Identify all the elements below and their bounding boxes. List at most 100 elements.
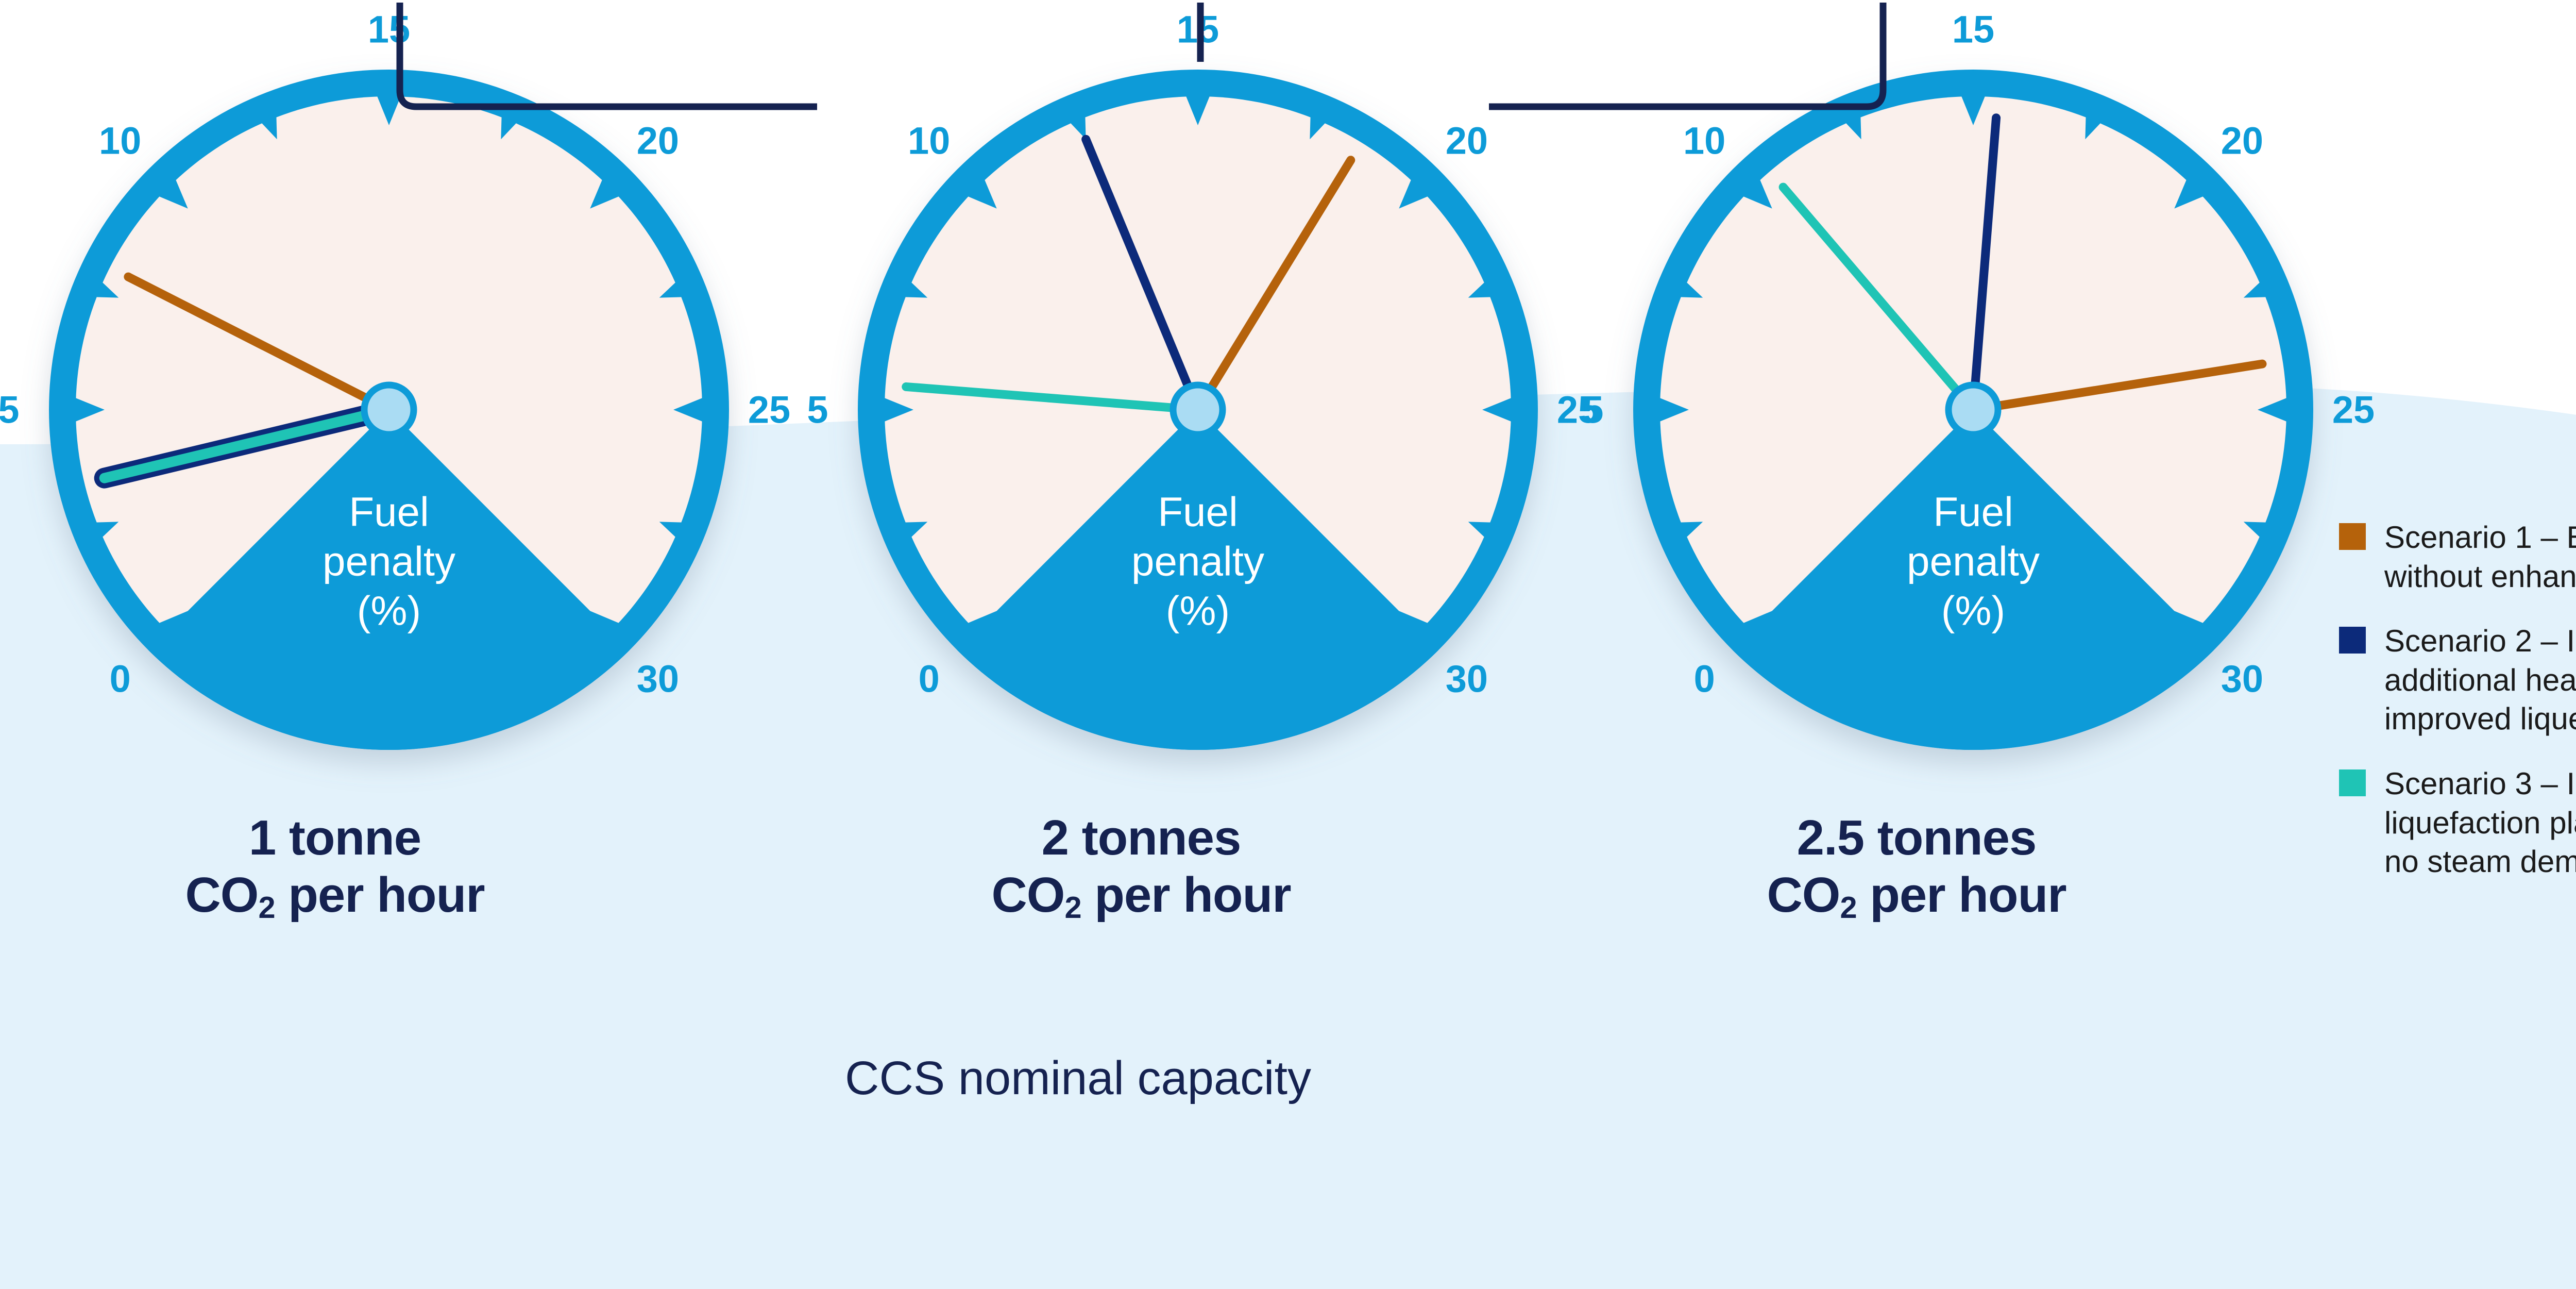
gauge-minor-tick bbox=[1070, 116, 1086, 140]
gauge-minor-tick bbox=[2243, 281, 2267, 298]
gauge-major-tick bbox=[1482, 397, 1512, 422]
gauge-minor-tick bbox=[1468, 281, 1492, 298]
gauge-bottom-wedge bbox=[148, 410, 630, 750]
legend-label-scenario-2: Scenario 2 – Integration ofadditional he… bbox=[2384, 622, 2576, 739]
co2-pre: CO bbox=[185, 867, 259, 923]
legend-swatch-scenario-1 bbox=[2339, 523, 2366, 550]
legend-label-line: without enhancements bbox=[2384, 559, 2576, 594]
gauge-minor-tick bbox=[1680, 281, 1703, 298]
gauge-3-caption-line2: CO2 per hour bbox=[1736, 866, 2097, 924]
gauge-tick-label-15: 15 bbox=[1952, 8, 1994, 51]
legend-label-line: improved liquefaction plant bbox=[2384, 701, 2576, 736]
legend-label-line: no steam demand bbox=[2384, 844, 2576, 879]
gauge-needle-scenario-1 bbox=[1193, 156, 1355, 414]
gauge-major-tick bbox=[377, 95, 401, 125]
gauge-minor-tick bbox=[501, 116, 517, 140]
gauge-major-tick bbox=[1742, 611, 1772, 641]
gauge-bottom-wedge bbox=[957, 410, 1438, 750]
co2-post: per hour bbox=[1856, 867, 2066, 923]
gauge-tick-label-0: 0 bbox=[110, 657, 131, 700]
gauge-dial-caption-line: (%) bbox=[1166, 588, 1230, 634]
legend-swatch-scenario-2 bbox=[2339, 627, 2366, 654]
gauge-major-tick bbox=[967, 611, 997, 641]
gauge-bottom-wedge bbox=[1733, 410, 2214, 750]
gauge-tick-label-10: 10 bbox=[1683, 120, 1725, 162]
gauge-3: 0 5 10 15 20 25 30 Fuel penalty (%) bbox=[1582, 8, 2375, 760]
gauge-major-tick bbox=[75, 397, 105, 422]
co2-sub: 2 bbox=[258, 890, 275, 925]
co2-post: per hour bbox=[1081, 867, 1291, 923]
co2-post: per hour bbox=[275, 867, 485, 923]
gauge-minor-tick bbox=[904, 281, 928, 298]
gauge-dial-caption-line: penalty bbox=[1907, 539, 2040, 584]
gauge-tick-label-25: 25 bbox=[2332, 389, 2375, 431]
gauge-tick-label-0: 0 bbox=[1694, 657, 1715, 700]
gauge-needle-scenario-2 bbox=[1969, 113, 2001, 414]
gauge-needle-scenario-2 bbox=[1081, 135, 1202, 414]
gauge-3-caption: 2.5 tonnes CO2 per hour bbox=[1736, 809, 2097, 925]
gauge-tick-label-20: 20 bbox=[2221, 120, 2263, 162]
gauge-tick-label-25: 25 bbox=[748, 389, 790, 431]
gauge-hub bbox=[1945, 381, 2002, 438]
co2-pre: CO bbox=[991, 867, 1065, 923]
gauge-dial-caption-line: penalty bbox=[323, 539, 455, 584]
gauge-dial-caption-line: Fuel bbox=[1933, 489, 2013, 535]
gauge-minor-tick bbox=[1468, 522, 1492, 538]
gauge-1: 0 5 10 15 20 25 30 Fuel penalty (%) bbox=[0, 8, 791, 760]
gauge-2: 0 5 10 15 20 25 30 Fuel penalty (%) bbox=[807, 8, 1600, 760]
legend-label-line: Scenario 2 – Integration of bbox=[2384, 624, 2576, 659]
gauge-needle-scenario-3 bbox=[902, 382, 1202, 414]
legend-label-scenario-1: Scenario 1 – Basic scenario without enhan… bbox=[2384, 518, 2576, 596]
gauge-major-tick bbox=[158, 611, 188, 641]
gauge-major-tick bbox=[1185, 95, 1210, 125]
gauge-tick-label-5: 5 bbox=[807, 389, 828, 431]
gauge-dial-caption-line: Fuel bbox=[1158, 489, 1238, 535]
gauge-tick-label-30: 30 bbox=[2221, 657, 2263, 700]
gauge-tick-label-25: 25 bbox=[1557, 389, 1599, 431]
gauge-hub bbox=[1170, 381, 1226, 438]
gauge-1-caption-line2: CO2 per hour bbox=[155, 866, 515, 924]
gauge-major-tick bbox=[673, 397, 703, 422]
gauge-minor-tick bbox=[95, 281, 119, 298]
gauge-needle-scenario-3 bbox=[1778, 182, 1978, 414]
gauge-tick-label-5: 5 bbox=[0, 389, 20, 431]
gauge-tick-label-5: 5 bbox=[1582, 389, 1603, 431]
gauge-major-tick bbox=[1399, 611, 1429, 641]
legend-label-line: Scenario 1 – Basic scenario bbox=[2384, 520, 2576, 555]
gauge-minor-tick bbox=[2085, 116, 2102, 140]
gauge-tick-label-30: 30 bbox=[637, 657, 679, 700]
gauge-1-caption: 1 tonne CO2 per hour bbox=[155, 809, 515, 925]
legend-item-scenario-2: Scenario 2 – Integration ofadditional he… bbox=[2339, 622, 2576, 739]
gauge-dial-caption-line: penalty bbox=[1131, 539, 1264, 584]
gauge-major-tick bbox=[1399, 179, 1429, 209]
gauge-major-tick bbox=[1742, 179, 1772, 209]
legend-item-scenario-3: Scenario 3 – Improved liquefaction plant … bbox=[2339, 764, 2576, 881]
gauge-tick-label-20: 20 bbox=[1446, 120, 1488, 162]
co2-pre: CO bbox=[1767, 867, 1840, 923]
gauge-minor-tick bbox=[95, 522, 119, 538]
gauge-2-caption-line2: CO2 per hour bbox=[961, 866, 1321, 924]
gauge-major-tick bbox=[2258, 397, 2287, 422]
bracket-left-arm bbox=[396, 3, 817, 110]
legend-label-scenario-3: Scenario 3 – Improved liquefaction plant … bbox=[2384, 764, 2576, 881]
gauge-needle-scenario-3 bbox=[99, 405, 394, 483]
gauge-major-tick bbox=[1659, 397, 1689, 422]
gauge-major-tick bbox=[2174, 611, 2204, 641]
gauge-minor-tick bbox=[904, 522, 928, 538]
gauge-minor-tick bbox=[261, 116, 277, 140]
ccs-nominal-capacity-label: CCS nominal capacity bbox=[845, 1052, 1312, 1104]
gauge-tick-label-10: 10 bbox=[99, 120, 141, 162]
gauge-dial-caption-line: (%) bbox=[357, 588, 421, 634]
gauge-2-caption-line1: 2 tonnes bbox=[1041, 810, 1242, 865]
legend-swatch-scenario-3 bbox=[2339, 769, 2366, 796]
gauge-dial-caption-line: Fuel bbox=[349, 489, 429, 535]
legend-label-line: liquefaction plant and bbox=[2384, 805, 2576, 840]
co2-sub: 2 bbox=[1840, 890, 1857, 925]
gauge-tick-label-0: 0 bbox=[919, 657, 940, 700]
gauge-major-tick bbox=[590, 179, 620, 209]
gauge-3-caption-line1: 2.5 tonnes bbox=[1797, 810, 2037, 865]
gauge-tick-label-10: 10 bbox=[908, 120, 950, 162]
co2-sub: 2 bbox=[1064, 890, 1081, 925]
